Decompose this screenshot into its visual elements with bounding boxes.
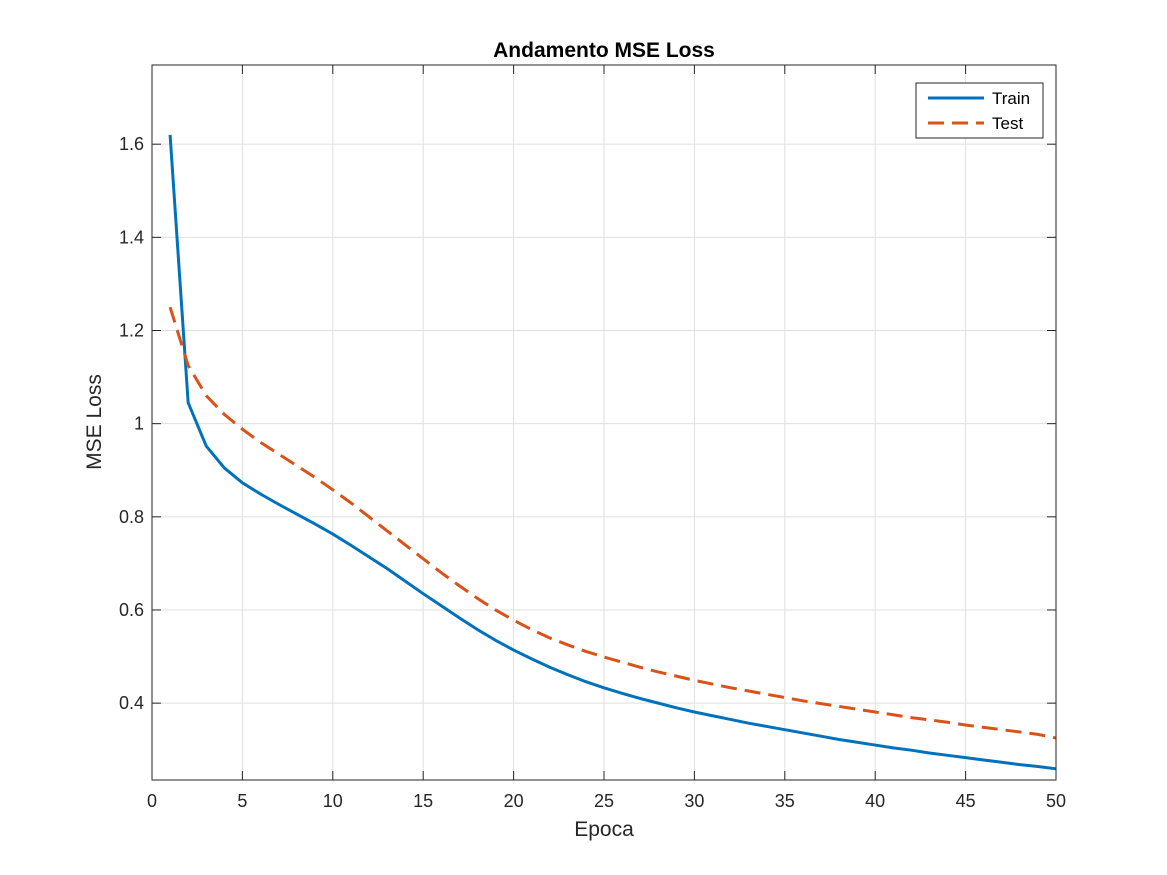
grid-lines bbox=[151, 65, 1057, 780]
y-tick-label: 1.2 bbox=[119, 321, 144, 341]
y-tick-label: 0.4 bbox=[119, 693, 144, 713]
x-tick-label: 20 bbox=[504, 791, 524, 811]
x-tick-label: 45 bbox=[956, 791, 976, 811]
x-axis-label: Epoca bbox=[574, 818, 634, 841]
y-tick-label: 0.8 bbox=[119, 507, 144, 527]
x-tick-label: 35 bbox=[775, 791, 795, 811]
series-lines bbox=[168, 134, 1057, 771]
legend-label-test: Test bbox=[992, 114, 1023, 133]
legend: Train Test bbox=[915, 82, 1044, 139]
x-tick-label: 5 bbox=[237, 791, 247, 811]
x-tick-label: 15 bbox=[413, 791, 433, 811]
x-tick-label: 0 bbox=[147, 791, 157, 811]
x-tick-label: 10 bbox=[323, 791, 343, 811]
chart-title: Andamento MSE Loss bbox=[493, 39, 715, 62]
x-tick-label: 50 bbox=[1046, 791, 1066, 811]
x-tick-label: 40 bbox=[865, 791, 885, 811]
legend-label-train: Train bbox=[992, 89, 1030, 108]
x-tick-label: 25 bbox=[594, 791, 614, 811]
tick-labels: 0 5 10 15 20 25 30 35 40 45 50 0.4 0.6 0.8 1 1.2 1.4 1.6 bbox=[119, 134, 1066, 811]
series-line-test bbox=[168, 306, 1057, 740]
y-tick-label: 1 bbox=[134, 414, 144, 434]
y-tick-label: 1.4 bbox=[119, 227, 144, 247]
series-line-train bbox=[168, 134, 1057, 771]
x-tick-label: 30 bbox=[684, 791, 704, 811]
axis-ticks bbox=[151, 65, 1057, 780]
legend-box bbox=[915, 82, 1044, 139]
y-tick-label: 0.6 bbox=[119, 600, 144, 620]
y-tick-label: 1.6 bbox=[119, 134, 144, 154]
y-axis-label: MSE Loss bbox=[83, 374, 106, 470]
